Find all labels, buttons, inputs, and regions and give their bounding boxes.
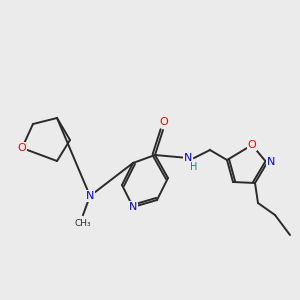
Text: CH₃: CH₃ <box>75 218 91 227</box>
Text: N: N <box>184 153 192 163</box>
Text: O: O <box>18 143 26 153</box>
Text: O: O <box>160 117 168 127</box>
Text: N: N <box>86 191 94 201</box>
Text: N: N <box>267 157 275 167</box>
Text: H: H <box>190 162 198 172</box>
Text: N: N <box>129 202 137 212</box>
Text: O: O <box>248 140 256 150</box>
